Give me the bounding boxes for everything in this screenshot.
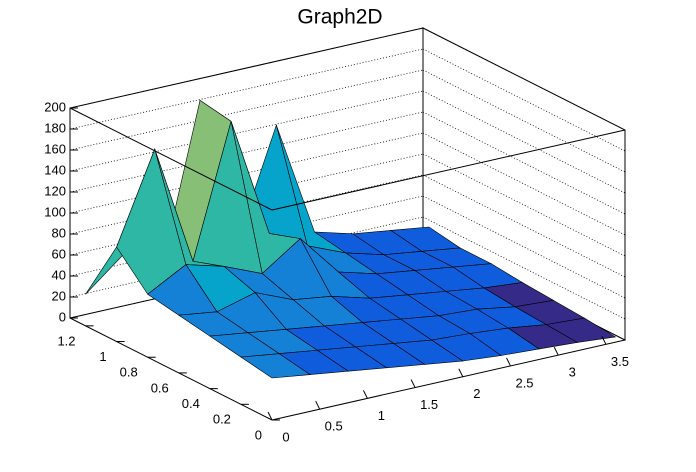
y-tick-label: 0 bbox=[255, 427, 262, 442]
x-tick-label: 2 bbox=[473, 386, 480, 401]
surface-cell bbox=[240, 353, 312, 379]
x-tick-label: 3 bbox=[569, 365, 576, 380]
z-tick-label: 60 bbox=[52, 246, 66, 261]
y-tick-label: 0.2 bbox=[213, 412, 231, 427]
y-tick-label: 0.4 bbox=[182, 396, 200, 411]
grid-line bbox=[69, 90, 424, 172]
z-tick-label: 200 bbox=[44, 99, 66, 114]
x-tick-label: 1 bbox=[378, 408, 385, 423]
x-tick bbox=[315, 400, 321, 410]
x-tick-label: 0 bbox=[282, 429, 289, 444]
y-tick-label: 0.6 bbox=[151, 380, 169, 395]
x-tick bbox=[458, 368, 464, 377]
z-tick-label: 160 bbox=[44, 141, 66, 156]
box-edge bbox=[271, 129, 626, 211]
y-axis bbox=[69, 317, 273, 421]
z-tick-label: 100 bbox=[44, 204, 66, 219]
y-tick-label: 1.2 bbox=[57, 333, 75, 348]
grid-line bbox=[69, 27, 424, 109]
y-tick-label: 0.8 bbox=[120, 365, 138, 380]
z-tick-label: 180 bbox=[44, 120, 66, 135]
z-tick-label: 120 bbox=[44, 183, 66, 198]
x-tick bbox=[410, 379, 416, 388]
grid-line bbox=[69, 48, 424, 130]
box-edge bbox=[69, 107, 273, 211]
x-tick bbox=[267, 411, 273, 421]
x-tick bbox=[506, 357, 511, 367]
grid-line bbox=[69, 111, 424, 193]
x-tick-label: 1.5 bbox=[420, 397, 438, 412]
x-tick bbox=[553, 346, 559, 356]
x-tick-label: 0.5 bbox=[325, 419, 343, 434]
y-tick-label: 1 bbox=[99, 349, 106, 364]
x-tick-label: 2.5 bbox=[515, 375, 533, 390]
z-tick-label: 0 bbox=[59, 309, 66, 324]
z-tick-label: 80 bbox=[52, 225, 66, 240]
chart-title: Graph2D bbox=[297, 6, 382, 29]
x-tick bbox=[362, 390, 368, 399]
x-tick bbox=[601, 336, 607, 345]
grid-line bbox=[69, 69, 424, 151]
x-axis bbox=[271, 339, 626, 421]
z-tick-label: 140 bbox=[44, 162, 66, 177]
x-tick-label: 3.5 bbox=[611, 354, 629, 369]
z-tick-label: 20 bbox=[52, 288, 66, 303]
z-tick-label: 40 bbox=[52, 267, 66, 282]
